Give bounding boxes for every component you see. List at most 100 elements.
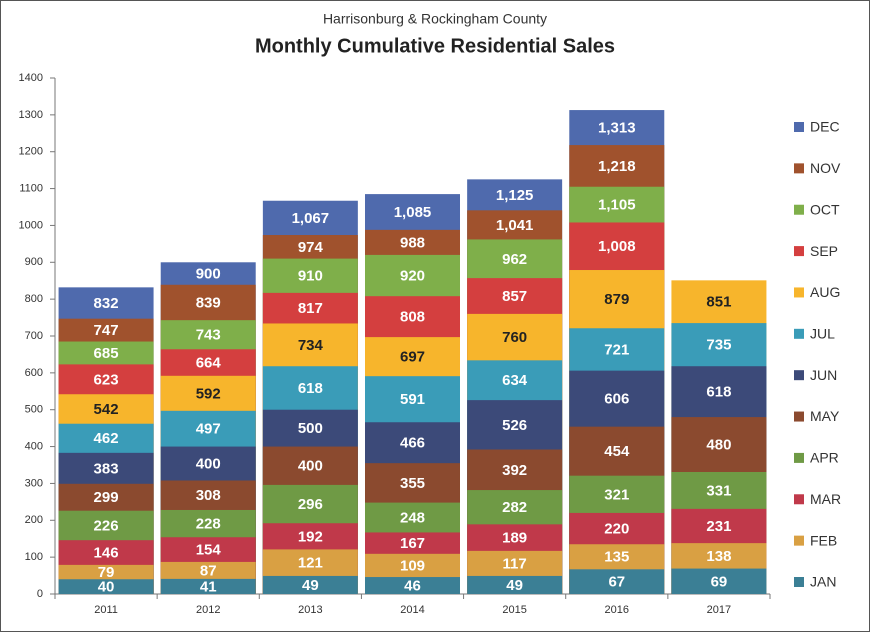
data-label: 1,105 [598,197,636,214]
legend-swatch [794,370,804,381]
data-label: 228 [196,516,221,533]
legend-swatch [794,452,804,463]
data-label: 67 [608,574,625,591]
data-label: 49 [506,577,523,594]
data-label: 400 [196,455,221,472]
y-tick-label: 400 [25,440,43,452]
data-label: 910 [298,268,323,285]
y-tick-label: 300 [25,477,43,489]
data-label: 154 [196,542,222,559]
x-tick-label: 2013 [298,604,322,616]
data-label: 721 [604,341,629,358]
data-label: 79 [98,564,115,581]
data-label: 747 [94,322,119,339]
data-label: 231 [706,518,731,535]
chart-subtitle: Harrisonburg & Rockingham County [323,11,547,27]
data-label: 192 [298,528,323,545]
y-tick-label: 0 [37,588,43,600]
legend-label: JUN [810,367,837,383]
legend-swatch [794,328,804,339]
data-label: 220 [604,521,629,538]
x-tick-label: 2015 [502,604,526,616]
data-label: 117 [503,555,527,572]
data-label: 879 [604,291,629,308]
data-label: 466 [400,435,425,452]
data-label: 591 [400,391,425,408]
legend-label: OCT [810,201,840,217]
data-label: 87 [200,562,217,579]
bar [467,575,563,594]
legend-swatch [794,494,804,505]
data-label: 299 [94,489,119,506]
data-label: 189 [502,530,527,547]
legend-label: JAN [810,574,836,590]
data-label: 664 [196,355,222,372]
data-label: 634 [502,372,528,389]
data-label: 851 [706,294,731,311]
legend-swatch [794,246,804,257]
data-label: 760 [502,329,527,346]
y-tick-label: 1000 [19,219,43,231]
bar [671,568,767,594]
legend-swatch [794,577,804,587]
y-tick-label: 1200 [19,146,43,158]
data-label: 308 [196,487,221,504]
data-label: 592 [196,385,221,402]
data-label: 40 [98,579,115,596]
data-label: 226 [94,517,119,534]
data-label: 500 [298,420,323,437]
data-label: 839 [196,294,221,311]
data-label: 1,125 [496,187,534,204]
y-tick-label: 1100 [19,182,43,194]
legend-label: MAY [810,408,840,424]
data-label: 383 [94,460,119,477]
y-tick-label: 100 [25,551,43,563]
data-label: 49 [302,577,319,594]
data-label: 697 [400,349,425,366]
bar [365,577,460,594]
legend-swatch [794,411,804,422]
data-label: 808 [400,309,425,326]
data-label: 248 [400,509,425,526]
data-label: 1,041 [496,217,534,234]
data-label: 121 [298,555,323,572]
legend-swatch [794,122,804,132]
y-tick-label: 200 [25,514,43,526]
data-label: 1,067 [292,210,330,227]
data-label: 69 [711,573,728,590]
data-label: 962 [502,251,527,268]
data-label: 355 [400,475,425,492]
legend-label: AUG [810,284,840,300]
data-label: 400 [298,458,323,475]
data-label: 109 [400,557,425,574]
data-label: 734 [298,337,324,354]
data-label: 1,008 [598,238,636,255]
data-label: 1,218 [598,158,636,175]
legend-label: NOV [810,160,841,176]
data-label: 392 [502,462,527,479]
legend-swatch [794,287,804,298]
bar [262,575,358,594]
legend-label: APR [810,450,839,466]
data-label: 857 [502,288,527,305]
legend-swatch [794,163,804,174]
data-label: 282 [502,499,527,516]
data-label: 974 [298,239,324,256]
y-tick-label: 700 [25,330,43,342]
data-label: 138 [706,548,731,565]
chart-title: Monthly Cumulative Residential Sales [255,35,615,57]
data-label: 331 [706,482,731,499]
data-label: 542 [94,401,119,418]
legend-label: DEC [810,119,840,135]
data-label: 526 [502,417,527,434]
y-tick-label: 900 [25,256,43,268]
data-label: 454 [604,443,630,460]
data-label: 618 [298,380,323,397]
data-label: 920 [400,268,425,285]
y-tick-label: 800 [25,293,43,305]
data-label: 146 [94,545,119,562]
y-tick-label: 1300 [19,109,43,121]
legend-swatch [794,204,804,215]
legend-label: MAR [810,491,841,507]
